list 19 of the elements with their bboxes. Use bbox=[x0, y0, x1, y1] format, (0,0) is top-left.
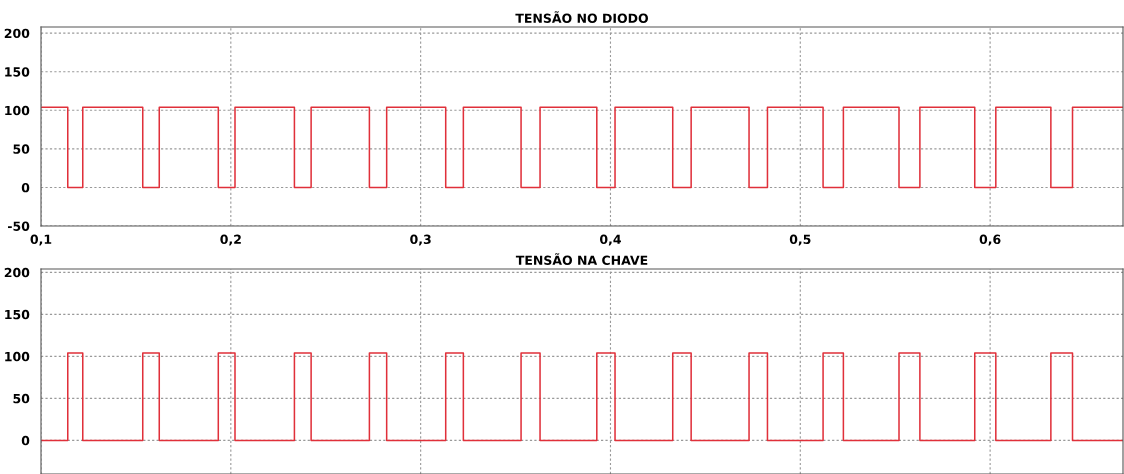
y-tick-label: 50 bbox=[13, 144, 30, 154]
x-tick-label: 0,1 bbox=[30, 234, 52, 246]
y-tick-label: 150 bbox=[5, 67, 30, 77]
y-tick-label: 200 bbox=[4, 28, 30, 39]
x-tick-label: 0,3 bbox=[410, 234, 431, 246]
y-tick-label: 200 bbox=[4, 267, 30, 278]
x-tick-label: 0,2 bbox=[220, 234, 241, 246]
y-tick-label: 100 bbox=[5, 351, 30, 362]
y-tick-label: 0 bbox=[21, 435, 30, 446]
chart-title: TENSÃO NO DIODO bbox=[515, 11, 649, 24]
y-tick-label: 100 bbox=[5, 105, 30, 116]
y-tick-label: -50 bbox=[7, 221, 30, 231]
x-tick-label: 0,6 bbox=[979, 234, 1001, 246]
y-tick-label: 50 bbox=[13, 393, 30, 404]
x-tick-label: 0,5 bbox=[789, 234, 811, 246]
chart-title: TENSÃO NA CHAVE bbox=[515, 253, 648, 266]
x-tick-label: 0,4 bbox=[600, 234, 621, 246]
y-tick-label: 0 bbox=[21, 182, 30, 193]
y-tick-label: 150 bbox=[5, 309, 30, 320]
